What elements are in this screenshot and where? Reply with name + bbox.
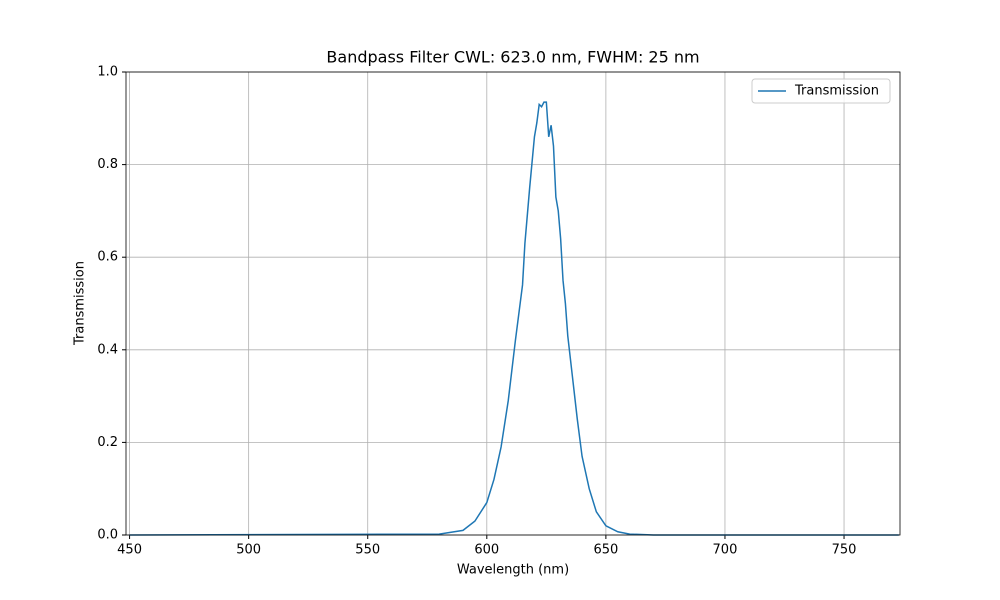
x-tick-label: 600 <box>474 543 499 558</box>
legend-label: Transmission <box>794 84 879 99</box>
plot-frame <box>125 71 901 536</box>
y-tick-label: 0.2 <box>97 435 118 450</box>
x-tick-label: 550 <box>355 543 380 558</box>
y-tick-label: 0.4 <box>97 342 118 357</box>
x-tick-label: 650 <box>593 543 618 558</box>
y-tick-label: 0.6 <box>97 250 118 265</box>
legend-box <box>751 78 891 104</box>
y-axis-label: Transmission <box>73 261 88 346</box>
x-tick-label: 450 <box>117 543 142 558</box>
chart-title: Bandpass Filter CWL: 623.0 nm, FWHM: 25 … <box>326 48 699 67</box>
x-tick-label: 700 <box>713 543 738 558</box>
x-axis-label: Wavelength (nm) <box>457 563 569 578</box>
y-tick-label: 0.0 <box>97 528 118 543</box>
x-tick-label: 750 <box>832 543 857 558</box>
data-line <box>129 101 899 536</box>
x-tick-label: 500 <box>236 543 261 558</box>
y-tick-label: 0.8 <box>97 157 118 172</box>
y-tick-label: 1.0 <box>97 65 118 80</box>
